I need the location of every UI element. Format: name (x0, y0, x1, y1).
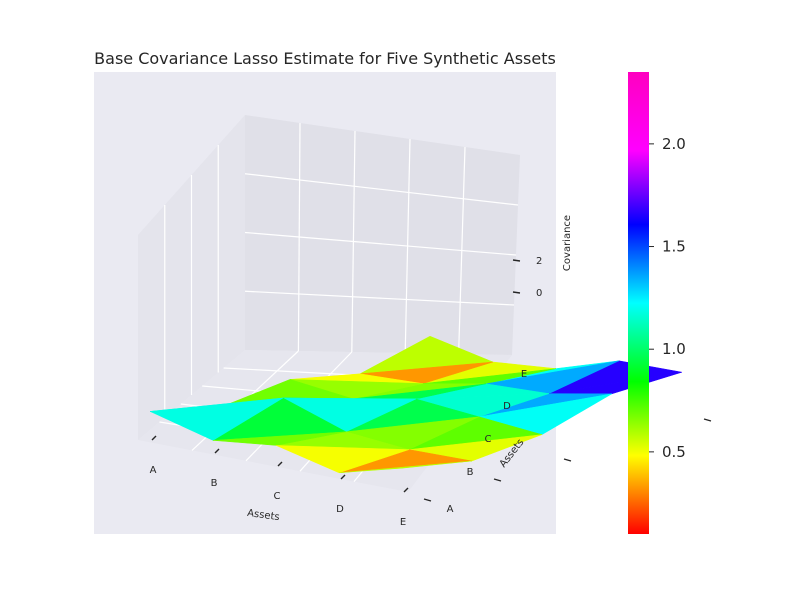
plot-area: A B C D E A B C D E 0 2 Assets Assets Co… (94, 72, 712, 534)
y-tick-label-a: A (447, 504, 454, 515)
z-tick-mark-0 (512, 291, 521, 294)
surface-face-1-0-0 (212, 431, 347, 446)
surface-face-3-0-0 (338, 460, 473, 474)
z-tick-label-2: 2 (536, 256, 542, 267)
x-tick-mark-3 (340, 474, 346, 480)
y-tick-mark-1 (493, 478, 502, 482)
y-tick-label-c: C (485, 434, 492, 445)
surface-face-2-0-0 (275, 445, 410, 474)
x-tick-label-c: C (274, 491, 281, 502)
colorbar-gradient (628, 72, 649, 534)
z-tick-mark-2 (512, 259, 521, 262)
x-axis-label: Assets (246, 508, 280, 523)
surface-face-0-0-0 (149, 397, 284, 441)
x-tick-label-b: B (211, 478, 218, 489)
grid-line-horizontal-3 (244, 173, 519, 206)
y-tick-mark-2 (563, 458, 572, 462)
axis-ticks (151, 259, 712, 502)
grid-line-horizontal-1 (244, 290, 515, 306)
back-pane-right (245, 115, 520, 355)
grid-line-horizontal-2 (244, 231, 517, 256)
y-tick-label-e: E (521, 369, 527, 380)
colorbar-tick-label-0.5: 0.5 (662, 443, 686, 461)
colorbar-tick-label-1.0: 1.0 (662, 340, 686, 358)
x-tick-mark-0 (151, 435, 157, 441)
z-axis-label: Covariance (562, 215, 573, 271)
y-tick-mark-4 (703, 418, 712, 422)
x-tick-mark-4 (403, 487, 409, 493)
x-tick-label-a: A (150, 465, 157, 476)
y-tick-label-b: B (467, 467, 474, 478)
x-tick-label-d: D (336, 504, 344, 515)
chart-title: Base Covariance Lasso Estimate for Five … (94, 49, 556, 68)
x-tick-mark-2 (277, 461, 283, 467)
z-tick-label-0: 0 (536, 288, 542, 299)
colorbar-tick-label-1.5: 1.5 (662, 238, 686, 256)
surface (149, 335, 683, 474)
colorbar: 0.5 1.0 1.5 2.0 (628, 72, 686, 534)
y-tick-mark-0 (423, 498, 432, 502)
x-tick-label-e: E (400, 517, 406, 528)
x-tick-mark-1 (214, 448, 220, 454)
colorbar-ticks: 0.5 1.0 1.5 2.0 (649, 135, 686, 461)
colorbar-tick-label-2.0: 2.0 (662, 135, 686, 153)
y-tick-label-d: D (503, 401, 511, 412)
